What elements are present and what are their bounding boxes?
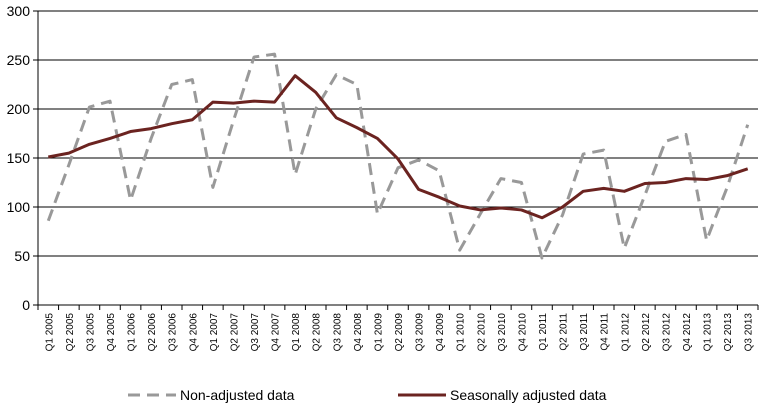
- x-tick-label: Q4 2005: [106, 313, 117, 352]
- x-tick-label: Q2 2013: [723, 313, 734, 352]
- x-tick-label: Q1 2008: [291, 313, 302, 352]
- x-tick-label: Q2 2010: [476, 313, 487, 352]
- x-tick-label: Q3 2012: [661, 313, 672, 352]
- x-tick-label: Q3 2008: [332, 313, 343, 352]
- x-tick-label: Q4 2011: [600, 313, 611, 351]
- x-tick-label: Q4 2009: [435, 313, 446, 352]
- x-tick-label: Q2 2005: [65, 313, 76, 352]
- y-tick-label: 50: [14, 248, 30, 264]
- x-tick-label: Q2 2009: [394, 313, 405, 352]
- x-tick-label: Q3 2011: [579, 313, 590, 351]
- x-tick-label: Q2 2007: [229, 313, 240, 352]
- y-tick-label: 150: [7, 150, 31, 166]
- y-tick-label: 250: [7, 52, 31, 68]
- x-tick-label: Q1 2011: [538, 313, 549, 351]
- gridlines: [38, 10, 758, 257]
- x-tick-label: Q2 2012: [641, 313, 652, 352]
- y-tick-label: 0: [22, 297, 30, 313]
- x-tick-label: Q1 2012: [620, 313, 631, 352]
- x-tick-label: Q4 2008: [353, 313, 364, 352]
- y-tick-label: 100: [7, 199, 31, 215]
- x-tick-label: Q3 2013: [744, 313, 755, 352]
- x-tick-label: Q3 2010: [497, 313, 508, 352]
- series-line-seasonally-adjusted: [48, 74, 749, 220]
- x-tick-label: Q1 2007: [209, 313, 220, 352]
- x-tick-label: Q3 2006: [168, 313, 179, 352]
- x-tick-label: Q3 2007: [250, 313, 261, 352]
- series-lines: [46, 52, 750, 260]
- y-tick-label: 300: [7, 3, 31, 19]
- legend-label: Non-adjusted data: [180, 387, 295, 403]
- series-line-non-adjusted: [46, 52, 750, 260]
- legend-label: Seasonally adjusted data: [450, 387, 607, 403]
- x-tick-label: Q1 2013: [703, 313, 714, 352]
- legend: Non-adjusted data Seasonally adjusted dat…: [128, 387, 607, 403]
- x-axis-tick-labels: Q1 2005 Q2 2005 Q3 2005 Q4 2005 Q1 2006 Q2 20…: [44, 313, 754, 352]
- y-axis-tick-labels: 0 50 100 150 200 250 300: [7, 3, 31, 313]
- x-tick-label: Q4 2007: [271, 313, 282, 352]
- x-tick-label: Q4 2010: [517, 313, 528, 352]
- x-tick-label: Q4 2012: [682, 313, 693, 352]
- y-tick-label: 200: [7, 101, 31, 117]
- x-tick-label: Q3 2005: [85, 313, 96, 352]
- legend-item-seasonally-adjusted: Seasonally adjusted data: [398, 387, 607, 403]
- legend-item-non-adjusted: Non-adjusted data: [128, 387, 295, 403]
- x-tick-label: Q1 2010: [456, 313, 467, 352]
- x-tick-label: Q1 2005: [44, 313, 55, 352]
- x-tick-label: Q1 2009: [373, 313, 384, 352]
- x-tick-label: Q2 2006: [147, 313, 158, 352]
- x-tick-label: Q2 2011: [559, 313, 570, 351]
- x-tick-label: Q2 2008: [312, 313, 323, 352]
- x-tick-label: Q3 2009: [415, 313, 426, 352]
- axes: [33, 10, 759, 310]
- x-tick-label: Q1 2006: [127, 313, 138, 352]
- x-tick-label: Q4 2006: [188, 313, 199, 352]
